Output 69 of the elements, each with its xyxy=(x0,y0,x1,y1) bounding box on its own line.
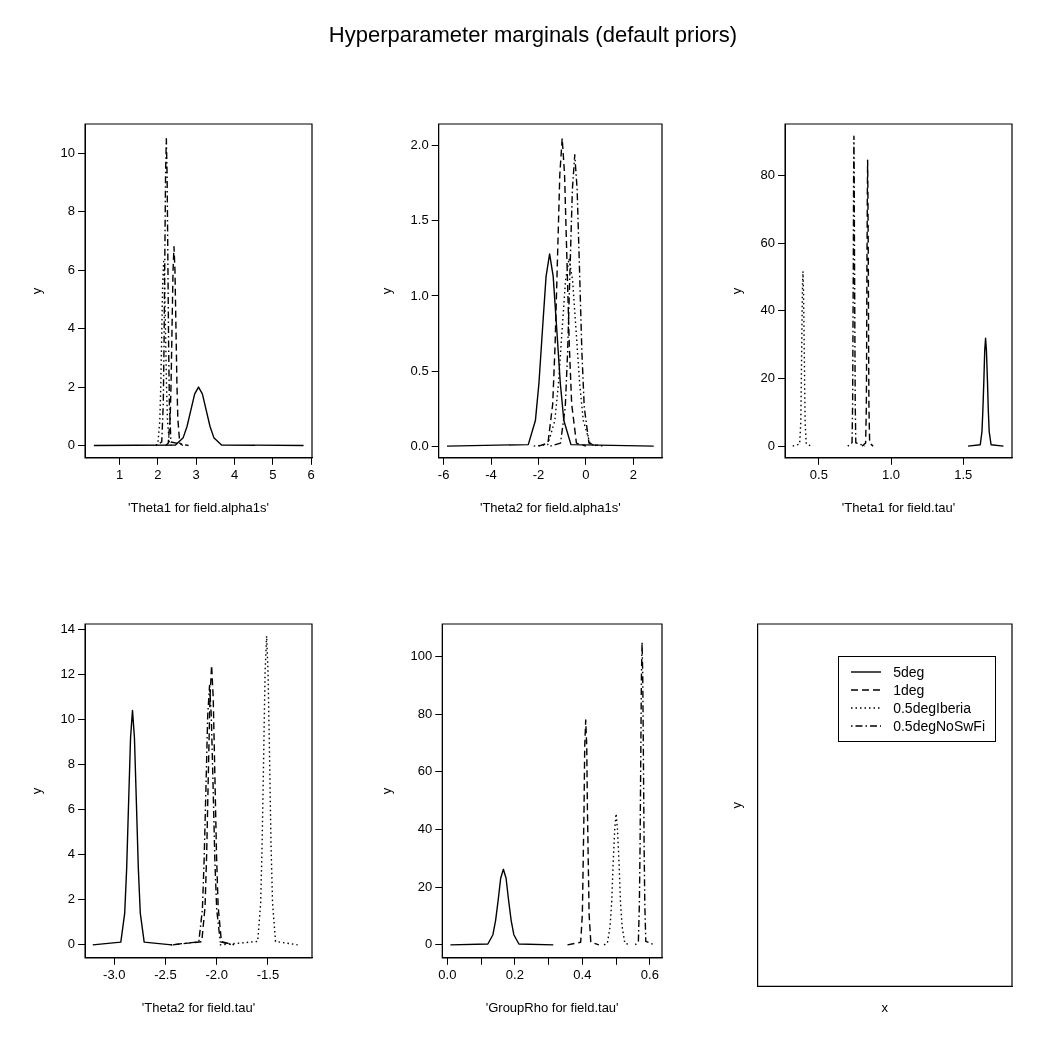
y-tick-label: 80 xyxy=(417,705,433,721)
x-tick-label: 0.0 xyxy=(438,967,457,983)
x-tick-label: -2.5 xyxy=(154,967,177,983)
y-tick-label: 0.0 xyxy=(410,437,429,453)
y-tick-label: 14 xyxy=(60,620,76,636)
y-tick-label: 12 xyxy=(60,665,76,681)
y-tick-label: 100 xyxy=(410,648,433,664)
x-tick-label: 1.0 xyxy=(881,467,901,483)
y-tick-label: 8 xyxy=(67,203,76,219)
x-axis-title: 'Theta1 for field.alpha1s' xyxy=(128,499,269,515)
x-axis-title: 'Theta2 for field.alpha1s' xyxy=(479,499,621,515)
x-tick-label: 0 xyxy=(582,467,590,483)
x-tick-label: 0.2 xyxy=(505,967,524,983)
text: y xyxy=(729,801,745,809)
y-tick-label: 60 xyxy=(760,234,776,250)
y-tick-label: 10 xyxy=(60,710,76,726)
chart-title: Hyperparameter marginals (default priors) xyxy=(327,22,739,48)
y-tick-label: 1.0 xyxy=(410,287,429,303)
x-tick-label: -2 xyxy=(532,467,545,483)
x-tick-label: -2.0 xyxy=(205,967,228,983)
legend-label: 1deg xyxy=(893,682,925,698)
y-tick-label: 1.5 xyxy=(410,212,429,228)
x-tick-label: -3.0 xyxy=(103,967,126,983)
y-tick-label: 6 xyxy=(67,801,76,817)
y-tick-label: 4 xyxy=(67,846,76,862)
y-tick-label: 2 xyxy=(67,891,76,907)
y-tick-label: 0 xyxy=(425,936,433,952)
legend-label: 5deg xyxy=(893,664,925,680)
legend-label: 0.5degIberia xyxy=(893,700,972,716)
x-tick-label: 2 xyxy=(629,467,637,483)
y-tick-label: 10 xyxy=(60,144,76,160)
x-tick-label: 4 xyxy=(230,467,239,483)
x-tick-label: 0.4 xyxy=(573,967,592,983)
y-tick-label: 40 xyxy=(417,821,433,837)
x-tick-label: -1.5 xyxy=(256,967,280,983)
y-tick-label: 80 xyxy=(760,167,776,183)
y-tick-label: 20 xyxy=(417,878,433,894)
y-tick-label: 20 xyxy=(760,370,776,386)
x-axis-title: 'GroupRho for field.tau' xyxy=(485,999,619,1015)
y-tick-label: 8 xyxy=(67,756,76,772)
legend-label: 0.5degNoSwFi xyxy=(893,718,985,734)
x-tick-label: 3 xyxy=(192,467,200,483)
y-axis-title: y xyxy=(379,787,395,795)
x-tick-label: 0.6 xyxy=(640,967,659,983)
y-tick-label: 60 xyxy=(417,763,433,779)
x-tick-label: 0.5 xyxy=(809,467,828,483)
x-tick-label: -4 xyxy=(485,467,497,483)
y-tick-label: 2.0 xyxy=(410,137,429,153)
x-tick-label: 1 xyxy=(115,467,124,483)
y-tick-label: 6 xyxy=(67,261,76,277)
y-tick-label: 40 xyxy=(760,302,776,318)
y-tick-label: 0 xyxy=(767,437,776,453)
y-axis-title: y xyxy=(379,287,395,295)
x-axis-title: 'Theta1 for field.tau' xyxy=(841,499,956,515)
y-tick-label: 0.5 xyxy=(410,362,429,378)
y-tick-label: 4 xyxy=(67,320,76,336)
x-tick-label: 5 xyxy=(269,467,277,483)
y-axis-title: y xyxy=(29,787,45,795)
x-tick-label: 1.5 xyxy=(954,467,973,483)
x-tick-label: -6 xyxy=(437,467,450,483)
x-tick-label: 2 xyxy=(154,467,162,483)
y-axis-title: y xyxy=(729,287,745,295)
y-tick-label: 0 xyxy=(67,437,76,453)
y-axis-title: y xyxy=(29,287,45,295)
y-tick-label: 0 xyxy=(67,936,76,952)
text: x xyxy=(881,999,889,1015)
x-axis-title: 'Theta2 for field.tau' xyxy=(141,999,256,1015)
x-tick-label: 6 xyxy=(307,467,315,483)
y-tick-label: 2 xyxy=(67,378,76,394)
